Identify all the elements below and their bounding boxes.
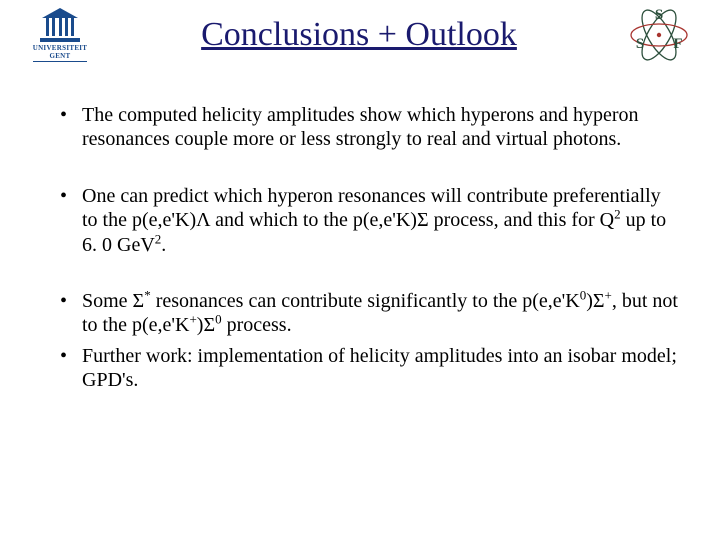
content-area: • The computed helicity amplitudes show … [30,103,690,393]
svg-text:S: S [636,36,644,52]
svg-text:F: F [673,36,682,52]
bullet-dot-icon: • [60,289,82,338]
logo-left-line1: UNIVERSITEIT [33,44,88,52]
bullet-item: • Some Σ* resonances can contribute sign… [60,289,680,338]
bullet-text: Further work: implementation of helicity… [82,344,680,393]
bullet-dot-icon: • [60,344,82,393]
svg-text:S: S [655,8,663,23]
bullet-item: • Further work: implementation of helici… [60,344,680,393]
universiteit-gent-logo: UNIVERSITEIT GENT [30,8,90,63]
ssf-atom-logo: S S F [628,8,690,63]
bullet-dot-icon: • [60,103,82,152]
bullet-item: • The computed helicity amplitudes show … [60,103,680,152]
temple-icon [42,8,78,36]
bullet-text: Some Σ* resonances can contribute signif… [82,289,680,338]
bullet-text: The computed helicity amplitudes show wh… [82,103,680,152]
slide-title: Conclusions + Outlook [90,8,628,54]
header: UNIVERSITEIT GENT Conclusions + Outlook … [30,8,690,63]
bullet-dot-icon: • [60,184,82,257]
bullet-text: One can predict which hyperon resonances… [82,184,680,257]
logo-left-line2: GENT [49,52,70,60]
bullet-item: • One can predict which hyperon resonanc… [60,184,680,257]
slide: UNIVERSITEIT GENT Conclusions + Outlook … [0,0,720,540]
